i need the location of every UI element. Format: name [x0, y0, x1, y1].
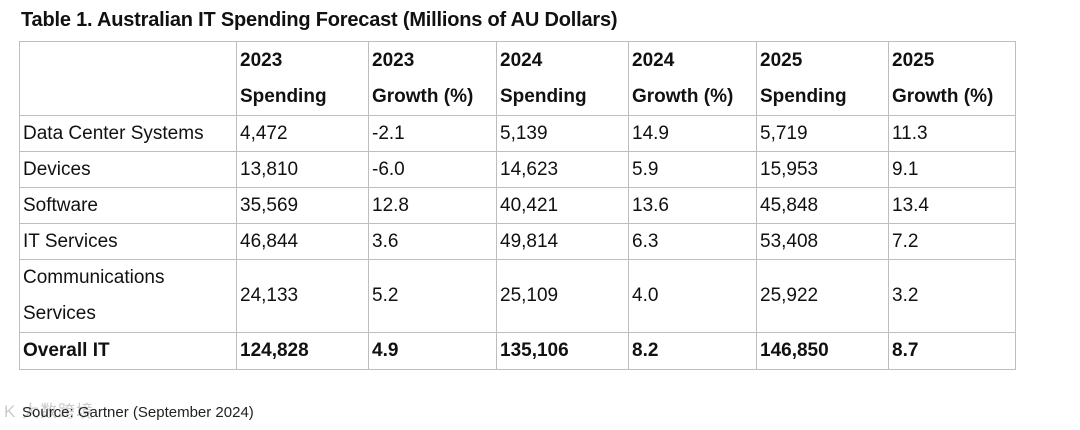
cell-2023-spending: 124,828 [236, 332, 369, 370]
table-row-communications-services: Communications Services 24,133 5.2 25,10… [19, 259, 1016, 333]
cell-2023-spending: 35,569 [236, 187, 369, 224]
header-metric: Spending [240, 86, 327, 107]
header-cell-2024-spending: 2024 Spending [496, 41, 629, 116]
header-year: 2024 [500, 50, 543, 71]
cell-2024-growth: 13.6 [628, 187, 757, 224]
header-metric: Growth (%) [892, 86, 994, 107]
cell-2023-spending: 24,133 [236, 259, 369, 333]
header-cell-2023-spending: 2023 Spending [236, 41, 369, 116]
header-year: 2023 [372, 50, 415, 71]
header-cell-category [19, 41, 237, 116]
cell-2025-growth: 9.1 [888, 151, 1016, 188]
header-cell-2024-growth: 2024 Growth (%) [628, 41, 757, 116]
row-label: Overall IT [19, 332, 237, 370]
cell-2024-growth: 14.9 [628, 115, 757, 152]
header-metric: Spending [500, 86, 587, 107]
cell-2025-spending: 25,922 [756, 259, 889, 333]
cell-2024-spending: 49,814 [496, 223, 629, 260]
row-label: Software [19, 187, 237, 224]
cell-2023-growth: -2.1 [368, 115, 497, 152]
cell-2024-growth: 6.3 [628, 223, 757, 260]
header-year: 2023 [240, 50, 283, 71]
cell-2023-growth: -6.0 [368, 151, 497, 188]
table-title: Table 1. Australian IT Spending Forecast… [21, 9, 618, 31]
cell-2023-growth: 3.6 [368, 223, 497, 260]
cell-2025-spending: 5,719 [756, 115, 889, 152]
header-row: 2023 Spending 2023 Growth (%) 2024 Spend… [19, 41, 1016, 116]
header-year: 2025 [760, 50, 803, 71]
cell-2024-growth: 8.2 [628, 332, 757, 370]
cell-2025-growth: 3.2 [888, 259, 1016, 333]
cell-2023-spending: 46,844 [236, 223, 369, 260]
cell-2024-spending: 25,109 [496, 259, 629, 333]
cell-2025-growth: 8.7 [888, 332, 1016, 370]
cell-2025-growth: 13.4 [888, 187, 1016, 224]
header-cell-2025-spending: 2025 Spending [756, 41, 889, 116]
cell-2025-spending: 53,408 [756, 223, 889, 260]
header-metric: Spending [760, 86, 847, 107]
cell-2023-growth: 12.8 [368, 187, 497, 224]
row-label: IT Services [19, 223, 237, 260]
table-row-overall-it: Overall IT 124,828 4.9 135,106 8.2 146,8… [19, 332, 1016, 370]
cell-2024-spending: 135,106 [496, 332, 629, 370]
cell-2023-growth: 4.9 [368, 332, 497, 370]
row-label: Communications Services [19, 259, 237, 333]
cell-2023-spending: 4,472 [236, 115, 369, 152]
cell-2024-growth: 4.0 [628, 259, 757, 333]
cell-2024-growth: 5.9 [628, 151, 757, 188]
header-cell-2023-growth: 2023 Growth (%) [368, 41, 497, 116]
cell-2025-spending: 146,850 [756, 332, 889, 370]
header-year: 2024 [632, 50, 675, 71]
table-row-data-center-systems: Data Center Systems 4,472 -2.1 5,139 14.… [19, 115, 1016, 152]
header-year: 2025 [892, 50, 935, 71]
header-cell-2025-growth: 2025 Growth (%) [888, 41, 1016, 116]
row-label: Devices [19, 151, 237, 188]
table-row-software: Software 35,569 12.8 40,421 13.6 45,848 … [19, 187, 1016, 224]
row-label: Data Center Systems [19, 115, 237, 152]
cell-2025-growth: 11.3 [888, 115, 1016, 152]
cell-2025-growth: 7.2 [888, 223, 1016, 260]
watermark: K 大数跨境 [4, 402, 95, 421]
header-metric: Growth (%) [632, 86, 734, 107]
cell-2024-spending: 40,421 [496, 187, 629, 224]
it-spending-table: 2023 Spending 2023 Growth (%) 2024 Spend… [19, 41, 1016, 370]
cell-2023-spending: 13,810 [236, 151, 369, 188]
cell-2024-spending: 5,139 [496, 115, 629, 152]
cell-2025-spending: 15,953 [756, 151, 889, 188]
cell-2024-spending: 14,623 [496, 151, 629, 188]
table-row-it-services: IT Services 46,844 3.6 49,814 6.3 53,408… [19, 223, 1016, 260]
source-note: Source: Gartner (September 2024) [22, 404, 254, 421]
header-metric: Growth (%) [372, 86, 474, 107]
cell-2023-growth: 5.2 [368, 259, 497, 333]
cell-2025-spending: 45,848 [756, 187, 889, 224]
table-row-devices: Devices 13,810 -6.0 14,623 5.9 15,953 9.… [19, 151, 1016, 188]
